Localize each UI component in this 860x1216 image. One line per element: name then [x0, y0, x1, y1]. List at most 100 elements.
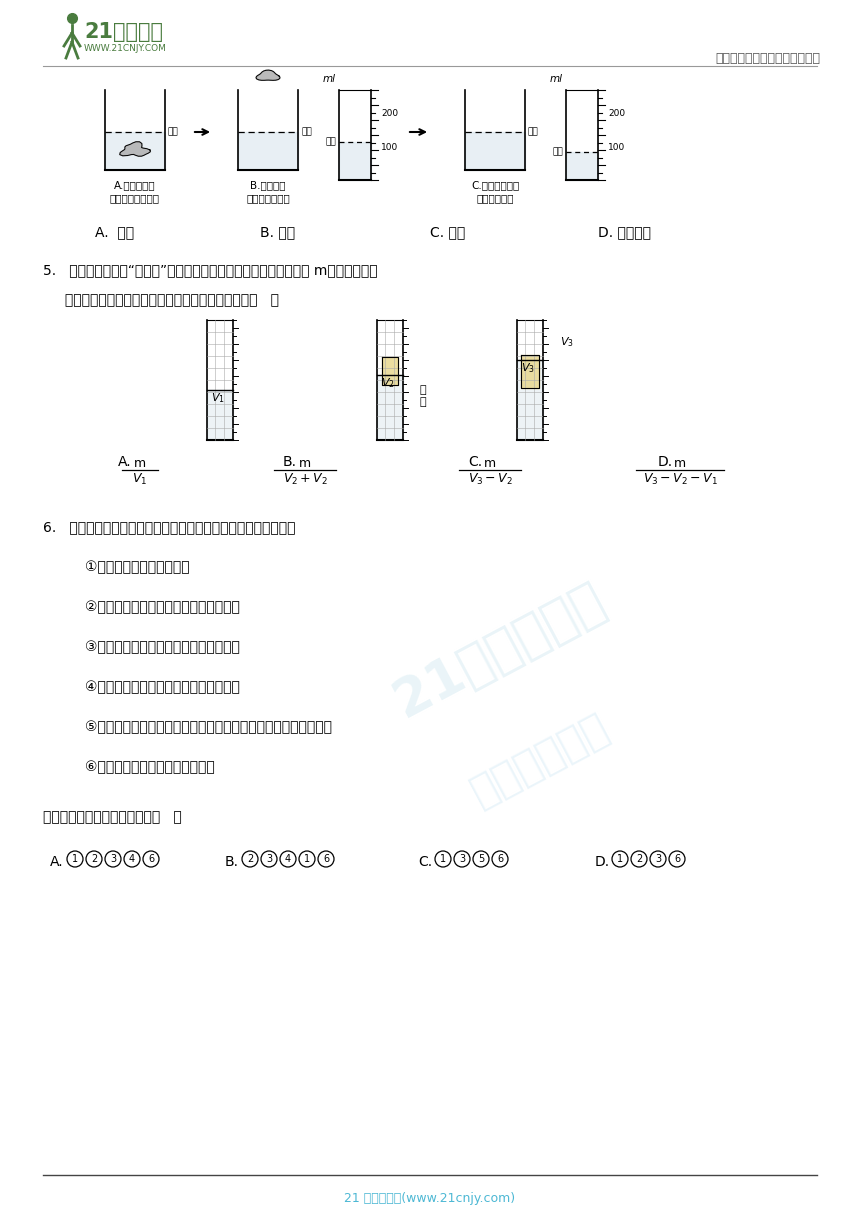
Text: A.: A.	[118, 455, 132, 469]
Circle shape	[242, 851, 258, 867]
Text: $V_3-V_2-V_1$: $V_3-V_2-V_1$	[642, 472, 717, 488]
Text: 木块的体积，如图所示，则计算木块密度的公式为（   ）: 木块的体积，如图所示，则计算木块密度的公式为（ ）	[43, 293, 279, 306]
Text: m: m	[299, 457, 311, 471]
Text: 1: 1	[440, 854, 446, 865]
Text: 标记: 标记	[325, 137, 336, 146]
Circle shape	[631, 851, 647, 867]
Polygon shape	[521, 355, 539, 388]
Circle shape	[105, 851, 121, 867]
Text: A.加水到标记: A.加水到标记	[114, 180, 156, 190]
Circle shape	[473, 851, 489, 867]
Text: 21 世纪教育网(www.21cnjy.com): 21 世纪教育网(www.21cnjy.com)	[345, 1192, 515, 1205]
Text: 6: 6	[497, 854, 503, 865]
Circle shape	[143, 851, 159, 867]
Circle shape	[67, 851, 83, 867]
Text: 6: 6	[674, 854, 680, 865]
Text: 2: 2	[247, 854, 253, 865]
Text: C.: C.	[468, 455, 482, 469]
Text: 标记: 标记	[301, 128, 311, 136]
Text: 100: 100	[381, 142, 398, 152]
Text: A.  偏大: A. 偏大	[95, 225, 134, 240]
Polygon shape	[517, 360, 543, 440]
Text: D.: D.	[658, 455, 673, 469]
Polygon shape	[382, 358, 398, 385]
Text: ③在量筒中装入适量的水，记下水的体积: ③在量筒中装入适量的水，记下水的体积	[85, 640, 240, 654]
Text: 21世纪教育: 21世纪教育	[84, 22, 163, 43]
Text: ②用细线系住金属块，轻轻放入空量筒中: ②用细线系住金属块，轻轻放入空量筒中	[85, 599, 240, 614]
Polygon shape	[120, 142, 150, 156]
Text: 标记: 标记	[168, 128, 179, 136]
Text: 6: 6	[323, 854, 329, 865]
Text: 3: 3	[655, 854, 661, 865]
Circle shape	[612, 851, 628, 867]
Polygon shape	[566, 152, 598, 180]
Polygon shape	[339, 142, 371, 180]
Circle shape	[435, 851, 451, 867]
Text: 标记: 标记	[552, 147, 563, 157]
Text: 2: 2	[636, 854, 642, 865]
Text: C. 相等: C. 相等	[430, 225, 465, 240]
Text: WWW.21CNJY.COM: WWW.21CNJY.COM	[84, 44, 167, 54]
Circle shape	[299, 851, 315, 867]
Polygon shape	[238, 133, 298, 170]
Text: 4: 4	[285, 854, 291, 865]
Circle shape	[454, 851, 470, 867]
Text: 6: 6	[148, 854, 154, 865]
Text: D.: D.	[595, 855, 610, 869]
Text: ④将金属块从量筒中取出，记下水的体积: ④将金属块从量筒中取出，记下水的体积	[85, 680, 240, 694]
Text: 6.   为了测出金属块的密度，某实验小组制定了如下的实验计划：: 6. 为了测出金属块的密度，某实验小组制定了如下的实验计划：	[43, 520, 296, 534]
Text: 1: 1	[304, 854, 310, 865]
Circle shape	[650, 851, 666, 867]
Circle shape	[124, 851, 140, 867]
Polygon shape	[465, 133, 525, 170]
Text: B.: B.	[225, 855, 239, 869]
Text: $V_3$: $V_3$	[521, 361, 535, 375]
Text: 标记: 标记	[528, 128, 538, 136]
Text: 1: 1	[617, 854, 623, 865]
Text: 入杯中至标记: 入杯中至标记	[476, 193, 513, 203]
Text: C.: C.	[418, 855, 432, 869]
Polygon shape	[377, 375, 403, 440]
Text: （矿石浸没水中）: （矿石浸没水中）	[110, 193, 160, 203]
Text: 以上实验步骤安排最合理的是（   ）: 以上实验步骤安排最合理的是（ ）	[43, 810, 181, 824]
Text: $V_1$: $V_1$	[132, 472, 148, 488]
Text: 21世纪教育网: 21世纪教育网	[385, 573, 614, 727]
Text: 200: 200	[608, 108, 625, 118]
Polygon shape	[207, 390, 233, 440]
Text: m: m	[674, 457, 686, 471]
Text: $V_1$: $V_1$	[211, 392, 224, 405]
Text: 100: 100	[608, 142, 625, 152]
Circle shape	[318, 851, 334, 867]
Text: 3: 3	[266, 854, 272, 865]
Text: 5: 5	[478, 854, 484, 865]
Text: B.取出矿石: B.取出矿石	[250, 180, 286, 190]
Text: B.: B.	[283, 455, 297, 469]
Circle shape	[669, 851, 685, 867]
Text: ml: ml	[550, 74, 562, 84]
Polygon shape	[256, 71, 280, 80]
Circle shape	[86, 851, 102, 867]
Text: 5.   在实验室中常用“悬垂法”测木块的密度，用天平测出木块的质量 m，用量筒测量: 5. 在实验室中常用“悬垂法”测木块的密度，用天平测出木块的质量 m，用量筒测量	[43, 263, 378, 277]
Text: 中小学教育资源及组卷应用平台: 中小学教育资源及组卷应用平台	[715, 52, 820, 64]
Polygon shape	[105, 133, 165, 170]
Text: 精品教育资源: 精品教育资源	[464, 706, 616, 814]
Text: A.: A.	[50, 855, 64, 869]
Text: 200: 200	[381, 108, 398, 118]
Text: 4: 4	[129, 854, 135, 865]
Text: m: m	[484, 457, 496, 471]
Text: $V_3-V_2$: $V_3-V_2$	[468, 472, 513, 488]
Text: ⑥根据实验数据计算金属块的密度: ⑥根据实验数据计算金属块的密度	[85, 760, 215, 775]
Text: m: m	[134, 457, 146, 471]
Text: 块: 块	[420, 396, 427, 407]
Text: ⑤用细线系住金属块，把金属块洸没在量筒的水中，记下水的体积: ⑤用细线系住金属块，把金属块洸没在量筒的水中，记下水的体积	[85, 720, 332, 734]
Text: 3: 3	[110, 854, 116, 865]
Text: 木: 木	[420, 385, 427, 395]
Text: $V_3$: $V_3$	[560, 334, 574, 349]
Circle shape	[261, 851, 277, 867]
Text: ①用天平测出金属块的质量: ①用天平测出金属块的质量	[85, 561, 189, 574]
Circle shape	[280, 851, 296, 867]
Circle shape	[492, 851, 508, 867]
Text: $V_2+V_2$: $V_2+V_2$	[283, 472, 328, 488]
Text: C.将量筒中水倒: C.将量筒中水倒	[471, 180, 519, 190]
Text: 3: 3	[459, 854, 465, 865]
